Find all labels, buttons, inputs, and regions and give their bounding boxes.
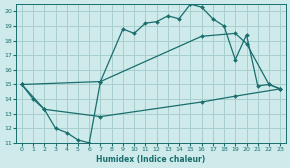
X-axis label: Humidex (Indice chaleur): Humidex (Indice chaleur)	[96, 155, 206, 164]
